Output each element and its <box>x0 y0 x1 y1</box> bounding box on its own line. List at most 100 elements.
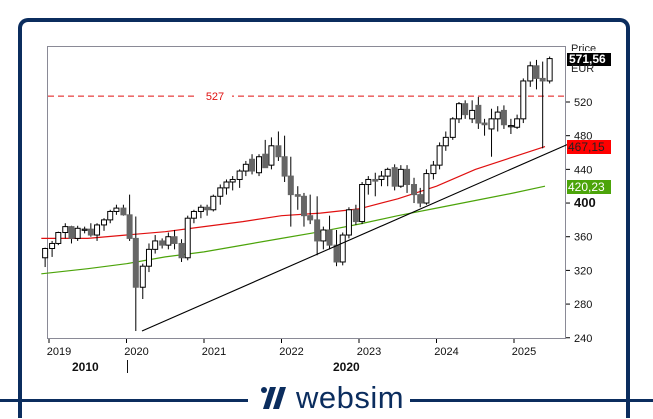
candle <box>333 244 340 263</box>
candle <box>494 111 501 120</box>
resistance-label: 527 <box>206 91 224 103</box>
candle <box>126 214 133 239</box>
candle <box>326 229 333 246</box>
candle <box>165 236 172 246</box>
candle <box>359 184 366 223</box>
candle <box>417 194 424 204</box>
y-tick-label: 280 <box>574 299 592 311</box>
footer-rule-left <box>0 399 248 402</box>
plot-area <box>47 46 566 339</box>
last-price-badge: 571,56 <box>567 53 611 66</box>
candle <box>87 228 94 236</box>
candle <box>139 265 146 288</box>
candle <box>178 242 185 259</box>
candle <box>539 77 546 82</box>
decade-label-2020: 2020 <box>333 360 360 374</box>
x-tick-label: 2024 <box>434 346 458 358</box>
footer-rule-right <box>405 399 653 402</box>
footer <box>0 380 653 419</box>
candle <box>190 210 197 219</box>
decade-divider <box>127 360 128 373</box>
candle <box>94 224 101 236</box>
candle <box>281 156 288 177</box>
brand-logo: websim <box>254 380 411 416</box>
candle <box>423 173 430 204</box>
candle <box>74 227 81 239</box>
candle <box>514 118 521 128</box>
trend-line <box>141 143 569 332</box>
candle <box>500 109 507 126</box>
candle <box>307 215 314 221</box>
candle <box>62 226 69 234</box>
green-ma-badge: 420,23 <box>567 180 611 194</box>
candle <box>101 219 108 226</box>
candle <box>268 145 275 166</box>
price-axis-label: Price <box>571 44 597 51</box>
candle <box>411 184 418 196</box>
candle <box>262 153 269 169</box>
candle <box>314 219 321 242</box>
candle <box>397 168 404 187</box>
candle <box>42 248 49 259</box>
x-axis: 2019 2020 2021 2022 2023 2024 2025 <box>47 339 536 358</box>
candle <box>436 145 443 166</box>
candle <box>365 178 372 186</box>
green-ma-line <box>41 185 546 275</box>
candles <box>42 56 553 332</box>
x-tick-label: 2022 <box>279 346 303 358</box>
candle <box>210 195 217 211</box>
candle <box>55 232 62 244</box>
candle <box>449 118 456 138</box>
candle <box>217 187 224 197</box>
candle <box>384 168 391 177</box>
candle <box>462 103 469 116</box>
candle <box>391 167 398 187</box>
candle <box>469 109 476 120</box>
candle <box>113 207 120 212</box>
candle <box>430 164 437 175</box>
candle <box>171 236 178 244</box>
candle <box>455 103 462 120</box>
candle <box>107 210 114 221</box>
candle <box>68 226 75 239</box>
red-ma-badge: 467,15 <box>567 140 611 154</box>
candle <box>378 175 385 180</box>
resistance-line: 527 <box>48 90 565 103</box>
candle <box>320 229 327 242</box>
candle <box>294 194 301 197</box>
candle <box>49 242 56 250</box>
chart-frame <box>18 18 630 418</box>
candle <box>404 168 411 186</box>
candle <box>236 170 243 180</box>
y-tick-label: 240 <box>574 333 592 345</box>
y-tick-label: 320 <box>574 265 592 277</box>
candle <box>339 234 346 263</box>
currency-label: EUR <box>571 63 595 75</box>
y-tick-label: 360 <box>574 232 592 244</box>
candle <box>132 237 139 288</box>
candle <box>159 240 166 246</box>
candle <box>256 156 263 174</box>
x-tick-label: 2020 <box>124 346 148 358</box>
websim-logo-icon <box>261 387 286 409</box>
x-tick-label: 2025 <box>512 346 536 358</box>
candle <box>152 240 159 250</box>
candle <box>120 207 127 216</box>
candle <box>223 181 230 189</box>
candle <box>533 65 540 79</box>
brand-name: websim <box>296 380 405 415</box>
x-tick-label: 2023 <box>357 346 381 358</box>
candle <box>204 206 211 211</box>
y-axis: 240 280 320 360 400 440 480 520 <box>566 97 596 345</box>
candle <box>287 175 294 196</box>
candle <box>372 178 379 182</box>
candle <box>488 118 495 130</box>
candle <box>442 136 449 147</box>
x-tick-label: 2021 <box>202 346 226 358</box>
candle <box>507 125 514 128</box>
y-tick-label: 480 <box>574 131 592 143</box>
candle <box>300 195 307 217</box>
candle <box>481 122 488 126</box>
y-tick-label: 520 <box>574 97 592 109</box>
